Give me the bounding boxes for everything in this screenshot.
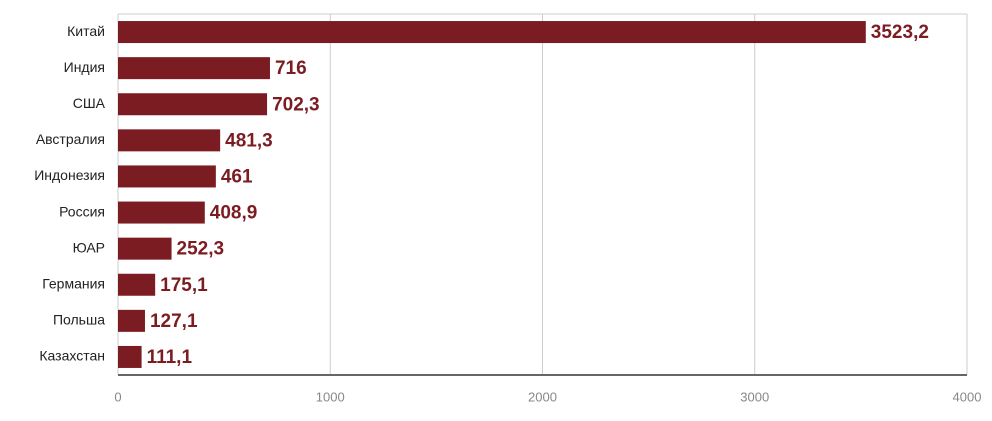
- x-tick-label: 1000: [316, 389, 345, 404]
- y-tick-label: Россия: [59, 203, 105, 219]
- bar: [118, 273, 156, 296]
- y-tick-label: Польша: [53, 312, 105, 328]
- x-tick-label: 4000: [953, 389, 982, 404]
- y-tick-label: США: [73, 95, 106, 111]
- x-tick-label: 0: [114, 389, 121, 404]
- bar: [118, 21, 866, 44]
- y-tick-label: Австралия: [36, 131, 105, 147]
- bar: [118, 345, 142, 368]
- y-tick-label: Германия: [42, 275, 105, 291]
- value-label: 127,1: [150, 311, 198, 332]
- value-label: 716: [275, 58, 307, 79]
- bar: [118, 237, 172, 260]
- x-tick-label: 2000: [528, 389, 557, 404]
- y-tick-label: Казахстан: [39, 348, 105, 364]
- bar: [118, 57, 270, 80]
- y-tick-label: ЮАР: [73, 239, 105, 255]
- y-tick-label: Индонезия: [34, 167, 105, 183]
- bar: [118, 309, 145, 332]
- y-tick-label: Китай: [67, 23, 105, 39]
- value-label: 175,1: [160, 275, 208, 296]
- bar: [118, 129, 221, 152]
- bar: [118, 165, 216, 188]
- y-tick-label: Индия: [64, 59, 105, 75]
- value-label: 481,3: [225, 130, 273, 151]
- bar: [118, 201, 205, 224]
- value-label: 111,1: [147, 347, 193, 368]
- value-label: 461: [221, 166, 253, 187]
- value-label: 702,3: [272, 94, 320, 115]
- x-tick-label: 3000: [740, 389, 769, 404]
- value-label: 252,3: [177, 239, 225, 260]
- bar: [118, 93, 268, 116]
- value-label: 408,9: [210, 203, 258, 224]
- value-label: 3523,2: [871, 22, 929, 43]
